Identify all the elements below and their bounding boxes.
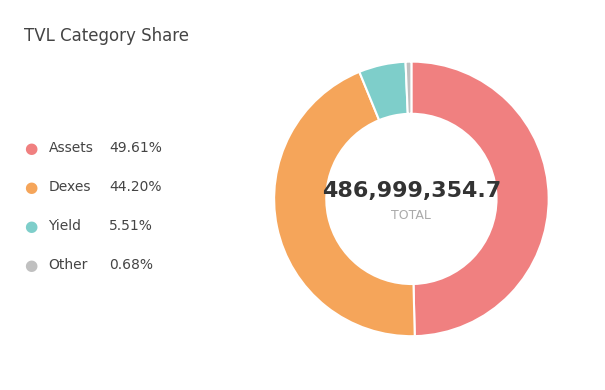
Text: Dexes: Dexes (48, 180, 91, 194)
Text: Assets: Assets (48, 141, 93, 155)
Wedge shape (274, 72, 415, 336)
Text: 5.51%: 5.51% (109, 219, 153, 233)
Text: TVL Category Share: TVL Category Share (24, 27, 189, 45)
Wedge shape (405, 62, 411, 114)
Wedge shape (359, 62, 408, 120)
Text: Yield: Yield (48, 219, 82, 233)
Text: TOTAL: TOTAL (391, 209, 431, 222)
Text: 49.61%: 49.61% (109, 141, 162, 155)
Text: 486,999,354.7: 486,999,354.7 (322, 181, 501, 201)
Text: 44.20%: 44.20% (109, 180, 162, 194)
Text: ●: ● (24, 219, 38, 234)
Text: ●: ● (24, 258, 38, 273)
Text: ●: ● (24, 180, 38, 195)
Text: ●: ● (24, 141, 38, 156)
Text: 0.68%: 0.68% (109, 258, 153, 272)
Wedge shape (411, 62, 549, 336)
Text: Other: Other (48, 258, 88, 272)
